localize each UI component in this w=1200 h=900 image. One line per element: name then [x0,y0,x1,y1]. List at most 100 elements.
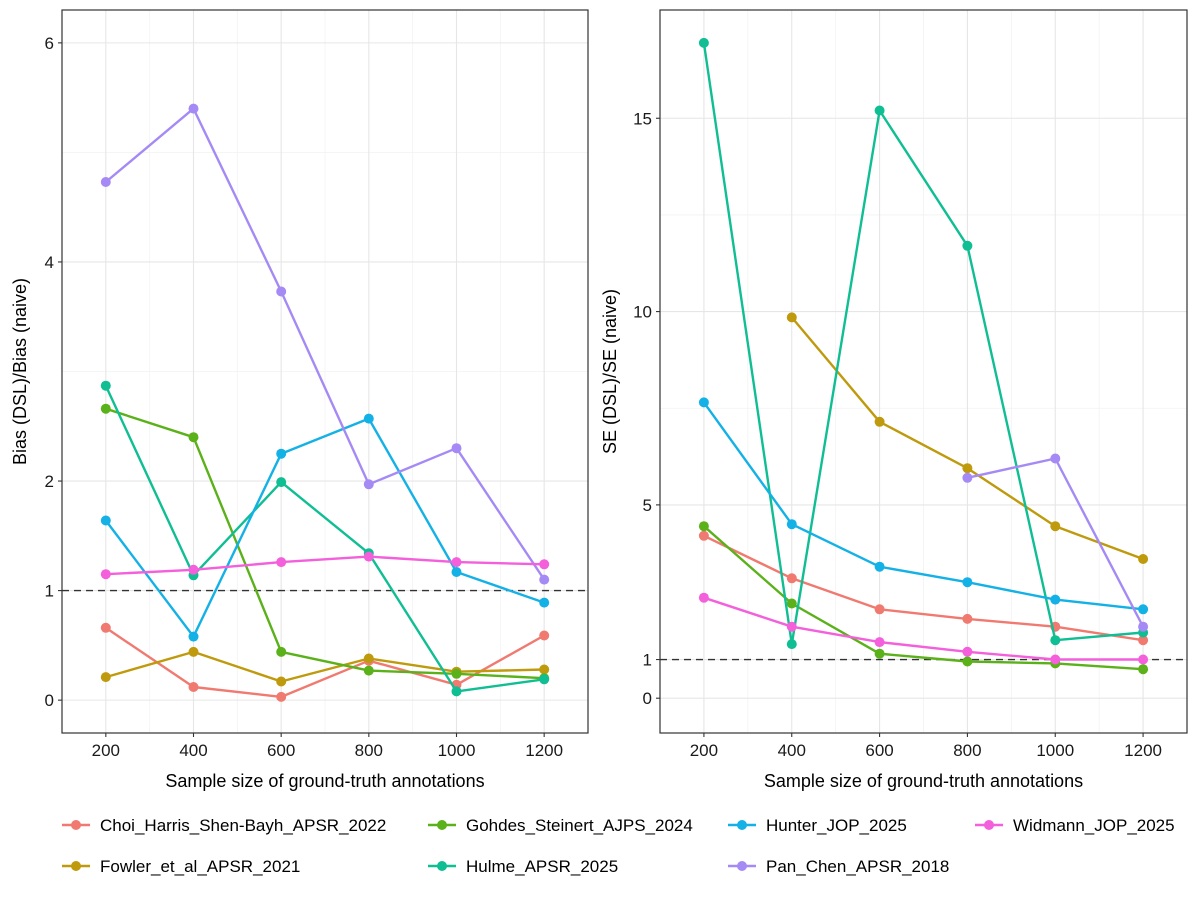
se-y-tick-label: 15 [633,109,652,128]
bias-x-tick-label: 400 [179,741,207,760]
bias-data-point [451,443,462,454]
legend-label: Hulme_APSR_2025 [466,857,618,876]
se-data-point [698,521,709,532]
se-data-point [1138,554,1149,564]
bias-data-point [188,103,199,114]
bias-panel-border [61,9,589,734]
legend-key-point [737,820,747,830]
bias-data-point [363,413,374,424]
legend-item: Hulme_APSR_2025 [428,857,618,876]
bias-data-point [188,432,199,443]
se-data-point [1050,635,1061,646]
se-y-tick-label: 0 [643,689,652,708]
se-series-line [702,401,1144,611]
se-series-line [703,525,1144,671]
se-data-point [698,397,709,408]
se-data-point [962,472,973,483]
se-data-point [786,621,797,632]
bias-x-tick-label: 1000 [438,741,476,760]
bias-data-point [539,559,550,570]
se-x-tick-label: 800 [953,741,981,760]
bias-data-point [276,557,287,568]
bias-data-point [539,574,550,585]
bias-data-point [188,646,199,657]
se-data-point [874,604,885,615]
se-data-point [698,37,709,48]
legend-item: Widmann_JOP_2025 [975,816,1175,835]
bias-data-point [100,177,111,187]
bias-data-point [100,380,111,391]
bias-y-axis-title: Bias (DSL)/Bias (naive) [10,278,30,465]
bias-y-tick-label: 2 [45,472,54,491]
se-series-line [703,596,1144,661]
se-y-tick-label: 5 [643,496,652,515]
bias-data-point [276,477,287,488]
bias-series-line [105,407,545,680]
se-data-point [1138,664,1149,675]
bias-data-point [539,664,550,675]
bias-x-tick-label: 800 [355,741,383,760]
bias-data-point [188,682,199,692]
se-data-point [874,561,885,572]
se-data-point [1050,594,1061,605]
legend-key-point [437,861,447,871]
bias-y-tick-label: 1 [45,582,54,601]
legend-label: Hunter_JOP_2025 [766,816,907,835]
bias-data-point [188,564,199,575]
legend-key-point [71,820,81,830]
legend-key-point [984,820,994,830]
bias-data-point [363,653,374,664]
se-data-point [1138,604,1149,615]
se-data-point [1050,654,1061,665]
bias-x-tick-label: 1200 [525,741,563,760]
bias-data-point [451,557,462,568]
legend-item: Choi_Harris_Shen-Bayh_APSR_2022 [62,816,386,835]
bias-x-tick-label: 200 [92,741,120,760]
bias-data-point [276,691,287,702]
bias-data-point [539,674,550,685]
bias-series-line [105,650,545,683]
bias-x-tick-label: 600 [267,741,295,760]
se-data-point [786,598,797,609]
bias-y-tick-label: 0 [45,691,54,710]
se-y-tick-label: 1 [643,651,652,670]
bias-data-point [363,551,374,562]
bias-data-point [276,286,287,297]
bias-data-point [363,479,374,490]
bias-data-point [100,672,111,683]
se-data-point [786,573,797,584]
bias-series-line [104,417,545,638]
bias-data-point [100,403,111,414]
legend-item: Fowler_et_al_APSR_2021 [62,857,300,876]
bias-data-point [276,646,287,657]
se-data-point [786,312,797,323]
se-series-line [702,42,1144,646]
bias-data-point [451,686,462,697]
legend-label: Choi_Harris_Shen-Bayh_APSR_2022 [100,816,386,835]
se-x-tick-label: 1200 [1124,741,1162,760]
se-y-tick-label: 10 [633,303,652,322]
bias-x-axis-title: Sample size of ground-truth annotations [165,771,484,791]
bias-series-line [104,385,545,693]
legend-key-point [737,861,747,871]
se-data-point [962,656,973,667]
bias-data-point [276,448,287,459]
se-data-point [962,646,973,657]
se-data-point [962,240,973,251]
se-panel-border [659,9,1188,734]
bias-data-point [188,631,199,642]
legend-item: Pan_Chen_APSR_2018 [728,857,949,876]
se-x-tick-label: 600 [865,741,893,760]
se-x-tick-label: 1000 [1036,741,1074,760]
se-data-point [1138,621,1149,632]
se-data-point [874,416,885,427]
se-x-axis-title: Sample size of ground-truth annotations [764,771,1083,791]
se-data-point [962,463,973,474]
se-data-point [874,648,885,659]
bias-data-point [100,515,111,526]
se-y-axis-title: SE (DSL)/SE (naive) [600,289,620,454]
se-data-point [874,105,885,116]
bias-data-point [451,668,462,679]
